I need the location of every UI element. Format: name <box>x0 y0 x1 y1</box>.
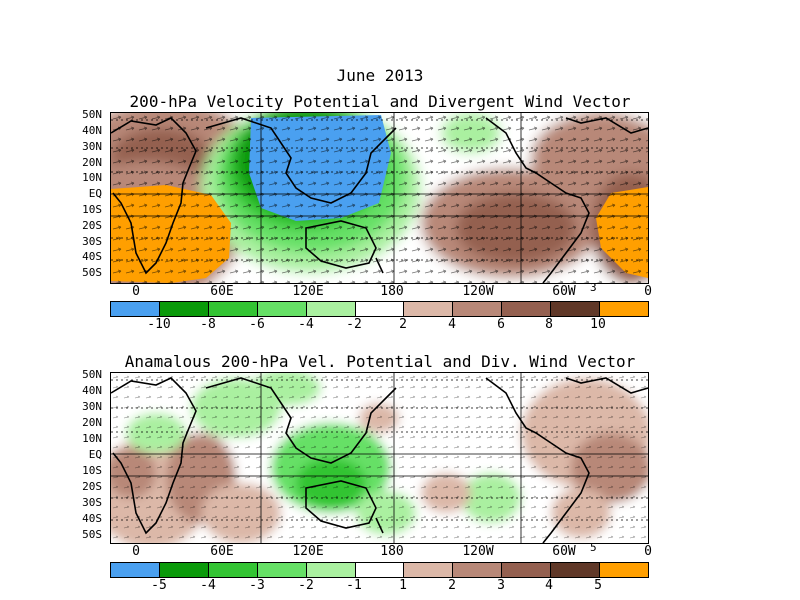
lat-label: 50N <box>82 108 102 121</box>
panel1-colorbar <box>110 301 649 317</box>
lat-label: 30N <box>82 400 102 413</box>
lat-label: 40S <box>82 512 102 525</box>
colorbar-tick: -4 <box>298 317 314 332</box>
colorbar-swatch <box>355 302 405 316</box>
lat-label: 10S <box>82 464 102 477</box>
colorbar-tick: -2 <box>346 317 362 332</box>
colorbar-swatch <box>502 302 552 316</box>
colorbar-tick: -8 <box>200 317 216 332</box>
colorbar-tick: 2 <box>448 578 456 593</box>
lon-label: 0 <box>132 284 140 299</box>
lon-label: 60E <box>210 284 234 299</box>
colorbar-swatch <box>600 302 648 316</box>
colorbar-swatch <box>257 563 307 577</box>
colorbar-tick: -5 <box>151 578 167 593</box>
colorbar-swatch <box>551 563 601 577</box>
colorbar-tick: 4 <box>545 578 553 593</box>
lon-label: 60E <box>210 544 234 559</box>
lat-label: 50S <box>82 528 102 541</box>
lon-label: 120W <box>462 284 494 299</box>
colorbar-swatch <box>111 302 160 316</box>
colorbar-swatch <box>111 563 160 577</box>
colorbar-swatch <box>600 563 648 577</box>
lat-label: 30S <box>82 235 102 248</box>
colorbar-tick: -1 <box>346 578 362 593</box>
panel1-map <box>110 112 649 284</box>
lon-label: 0 <box>644 544 652 559</box>
panel2-title: Anamalous 200-hPa Vel. Potential and Div… <box>124 352 636 371</box>
lon-label: 180 <box>380 284 404 299</box>
lat-label: 40N <box>82 384 102 397</box>
colorbar-tick: -4 <box>200 578 216 593</box>
lat-label: EQ <box>88 187 102 200</box>
colorbar-tick: 3 <box>497 578 505 593</box>
colorbar-swatch <box>453 302 503 316</box>
colorbar-tick: 4 <box>448 317 456 332</box>
panel2-map <box>110 372 649 544</box>
colorbar-swatch <box>551 302 601 316</box>
colorbar-tick: 2 <box>399 317 407 332</box>
lat-label: 10N <box>82 432 102 445</box>
panel1-title: 200-hPa Velocity Potential and Divergent… <box>129 92 631 111</box>
month-title: June 2013 <box>336 66 424 85</box>
lon-label: 120W <box>462 544 494 559</box>
panel1-vector-reference: 3 <box>590 281 597 294</box>
lon-label: 60W <box>552 284 576 299</box>
lat-label: 20S <box>82 219 102 232</box>
lat-label: 10N <box>82 171 102 184</box>
colorbar-swatch <box>306 302 356 316</box>
colorbar-tick: 8 <box>545 317 553 332</box>
colorbar-tick: 6 <box>497 317 505 332</box>
lat-label: 30S <box>82 496 102 509</box>
colorbar-tick: 10 <box>590 317 606 332</box>
lat-label: 30N <box>82 140 102 153</box>
lon-label: 180 <box>380 544 404 559</box>
lat-label: 20N <box>82 156 102 169</box>
lon-label: 0 <box>644 284 652 299</box>
lon-label: 120E <box>292 284 324 299</box>
colorbar-swatch <box>208 563 258 577</box>
colorbar-swatch <box>502 563 552 577</box>
lat-label: 20S <box>82 480 102 493</box>
lat-label: 40N <box>82 124 102 137</box>
lat-label: 50N <box>82 368 102 381</box>
colorbar-swatch <box>404 302 454 316</box>
lat-label: 50S <box>82 266 102 279</box>
colorbar-tick: 5 <box>594 578 602 593</box>
velocity-potential-map <box>111 113 648 283</box>
colorbar-tick: -2 <box>298 578 314 593</box>
colorbar-swatch <box>306 563 356 577</box>
panel2-colorbar <box>110 562 649 578</box>
colorbar-swatch <box>404 563 454 577</box>
colorbar-swatch <box>159 563 209 577</box>
lon-label: 120E <box>292 544 324 559</box>
colorbar-tick: -6 <box>249 317 265 332</box>
anomaly-map <box>111 373 648 543</box>
lon-label: 0 <box>132 544 140 559</box>
colorbar-tick: -10 <box>147 317 171 332</box>
colorbar-swatch <box>208 302 258 316</box>
colorbar-swatch <box>159 302 209 316</box>
lon-label: 60W <box>552 544 576 559</box>
colorbar-swatch <box>453 563 503 577</box>
lat-label: 20N <box>82 416 102 429</box>
panel2-vector-reference: 5 <box>590 541 597 554</box>
lat-label: EQ <box>88 448 102 461</box>
colorbar-swatch <box>355 563 405 577</box>
colorbar-tick: -3 <box>249 578 265 593</box>
lat-label: 10S <box>82 203 102 216</box>
colorbar-swatch <box>257 302 307 316</box>
colorbar-tick: 1 <box>399 578 407 593</box>
lat-label: 40S <box>82 250 102 263</box>
